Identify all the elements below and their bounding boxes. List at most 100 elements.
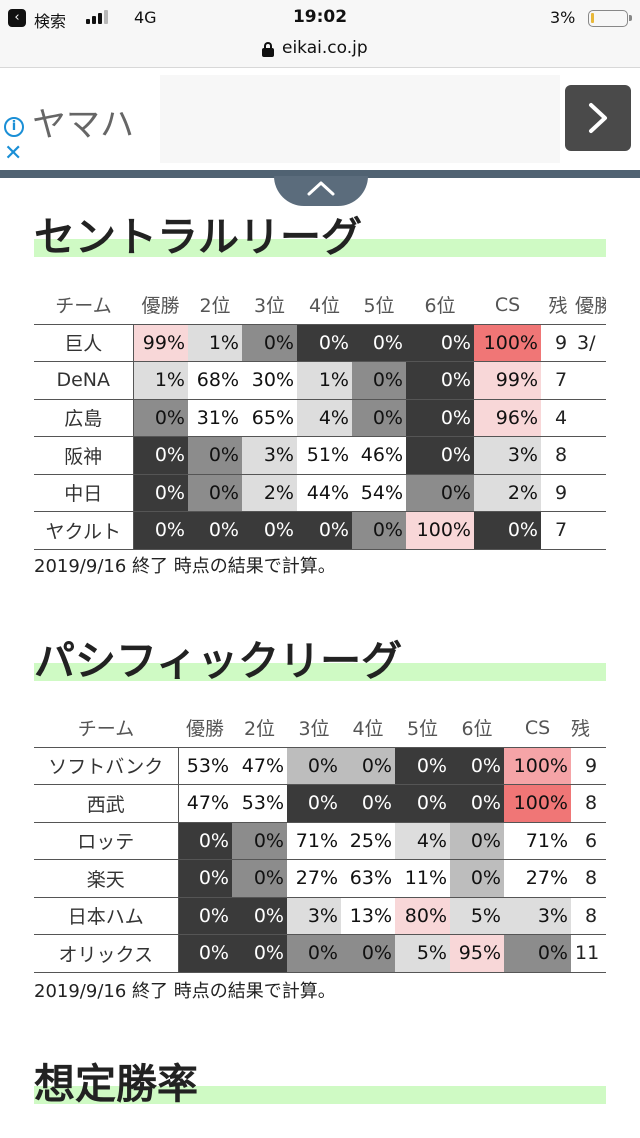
collapse-ad-button[interactable] <box>274 176 368 206</box>
pct-cell: 0% <box>406 361 474 399</box>
pct-cell: 47% <box>178 784 232 822</box>
team-name: ソフトバンク <box>34 747 179 785</box>
pct-cell: 0% <box>406 436 474 474</box>
pct-cell: 0% <box>287 934 341 972</box>
pct-cell: 0% <box>450 822 504 860</box>
pct-cell: 71% <box>504 822 571 860</box>
ad-info-icon[interactable]: i <box>4 117 24 137</box>
address-bar[interactable]: eikai.co.jp <box>0 36 640 68</box>
col-header-team: チーム <box>77 718 135 741</box>
pct-cell: 27% <box>504 859 571 897</box>
pct-cell: 0% <box>232 859 287 897</box>
pacific-league-title: パシフィックリーグ <box>34 637 403 685</box>
team-name: 中日 <box>34 474 134 512</box>
pct-cell: 11% <box>395 859 450 897</box>
pct-cell: 2% <box>242 474 297 512</box>
remaining-games: 7 <box>555 519 568 542</box>
pct-cell: 0% <box>341 934 395 972</box>
ad-background-image <box>160 75 560 163</box>
col-header-6th: 6位 <box>461 718 493 741</box>
pct-cell: 0% <box>178 822 232 860</box>
win-rate-title: 想定勝率 <box>34 1060 198 1108</box>
pct-cell: 30% <box>242 361 297 399</box>
col-header-remaining: 残 <box>548 295 568 318</box>
pct-cell: 0% <box>450 784 504 822</box>
col-header-5th: 5位 <box>363 295 395 318</box>
pct-cell: 0% <box>242 324 297 362</box>
table-row: 阪神 0% 0% 3% 51% 46% 0% 3% 8 <box>34 436 606 475</box>
team-name: オリックス <box>34 934 179 972</box>
pct-cell: 96% <box>474 399 541 437</box>
pct-cell: 4% <box>297 399 352 437</box>
team-name: 日本ハム <box>34 897 179 935</box>
lock-icon <box>262 42 274 57</box>
battery-percentage: 3% <box>550 8 576 27</box>
pct-cell: 0% <box>352 511 406 549</box>
pacific-league-heading: パシフィックリーグ <box>34 627 606 685</box>
pct-cell: 0% <box>133 474 188 512</box>
pct-cell: 0% <box>406 399 474 437</box>
chevron-right-icon <box>589 103 607 133</box>
pct-cell: 0% <box>450 747 504 785</box>
pct-cell: 0% <box>352 361 406 399</box>
col-header-4th: 4位 <box>352 718 384 741</box>
magic-number <box>575 362 606 400</box>
pct-cell: 80% <box>395 897 450 935</box>
pacific-header-row: チーム 優勝 2位 3位 4位 5位 6位 CS 残 <box>34 709 606 747</box>
table-row: DeNA 1% 68% 30% 1% 0% 0% 99% 7 <box>34 361 606 400</box>
team-name: 楽天 <box>34 859 179 897</box>
status-bar: ‹ 検索 4G 19:02 3% <box>0 0 640 36</box>
pct-cell: 1% <box>188 324 242 362</box>
pct-cell: 99% <box>474 361 541 399</box>
pct-cell: 25% <box>341 822 395 860</box>
pct-cell: 53% <box>178 747 232 785</box>
magic-number <box>575 437 606 475</box>
pacific-calc-note: 2019/9/16 終了 時点の結果で計算。 <box>34 981 336 1002</box>
table-row: 巨人 99% 1% 0% 0% 0% 0% 100% 9 3/ <box>34 324 606 362</box>
pct-cell: 5% <box>450 897 504 935</box>
col-header-2nd: 2位 <box>243 718 276 741</box>
pct-cell: 5% <box>395 934 450 972</box>
pct-cell: 100% <box>406 511 474 549</box>
table-row: 広島 0% 31% 65% 4% 0% 0% 96% 4 <box>34 399 606 437</box>
pct-cell: 100% <box>504 784 571 822</box>
team-name: 阪神 <box>34 436 134 474</box>
back-arrow-icon[interactable]: ‹ <box>8 9 26 27</box>
url-text[interactable]: eikai.co.jp <box>282 38 368 58</box>
remaining-games: 11 <box>575 942 600 965</box>
pct-cell: 0% <box>450 859 504 897</box>
pct-cell: 0% <box>178 934 232 972</box>
ad-title[interactable]: ヤマハ <box>32 105 134 145</box>
central-league-title: セントラルリーグ <box>34 213 362 261</box>
pct-cell: 27% <box>287 859 341 897</box>
col-header-3rd: 3位 <box>298 718 330 741</box>
ad-banner[interactable]: ヤマハ i ✕ <box>0 69 640 170</box>
pct-cell: 63% <box>341 859 395 897</box>
pct-cell: 0% <box>232 934 287 972</box>
ad-next-button[interactable] <box>565 85 631 151</box>
remaining-games: 4 <box>555 406 568 429</box>
pct-cell: 95% <box>450 934 504 972</box>
pct-cell: 2% <box>474 474 541 512</box>
central-league-heading: セントラルリーグ <box>34 203 606 261</box>
pct-cell: 0% <box>188 511 242 549</box>
pct-cell: 0% <box>232 822 287 860</box>
signal-strength-icon <box>86 10 114 24</box>
pct-cell: 0% <box>352 324 406 362</box>
pct-cell: 0% <box>341 747 395 785</box>
pct-cell: 4% <box>395 822 450 860</box>
team-name: 広島 <box>34 399 134 437</box>
remaining-games: 8 <box>585 792 598 815</box>
pct-cell: 0% <box>406 474 474 512</box>
ad-close-icon[interactable]: ✕ <box>4 141 23 166</box>
col-header-win: 優勝 <box>141 295 180 318</box>
col-header-5th: 5位 <box>406 718 439 741</box>
remaining-games: 7 <box>555 369 568 392</box>
col-header-remaining: 残 <box>571 718 591 741</box>
back-to-search-label[interactable]: 検索 <box>34 12 67 31</box>
remaining-games: 6 <box>585 829 598 852</box>
pct-cell: 68% <box>188 361 242 399</box>
magic-number <box>575 399 606 437</box>
pct-cell: 53% <box>232 784 287 822</box>
central-league-table: チーム 優勝 2位 3位 4位 5位 6位 CS 残 優勝 巨人 99% 1% … <box>34 286 606 550</box>
